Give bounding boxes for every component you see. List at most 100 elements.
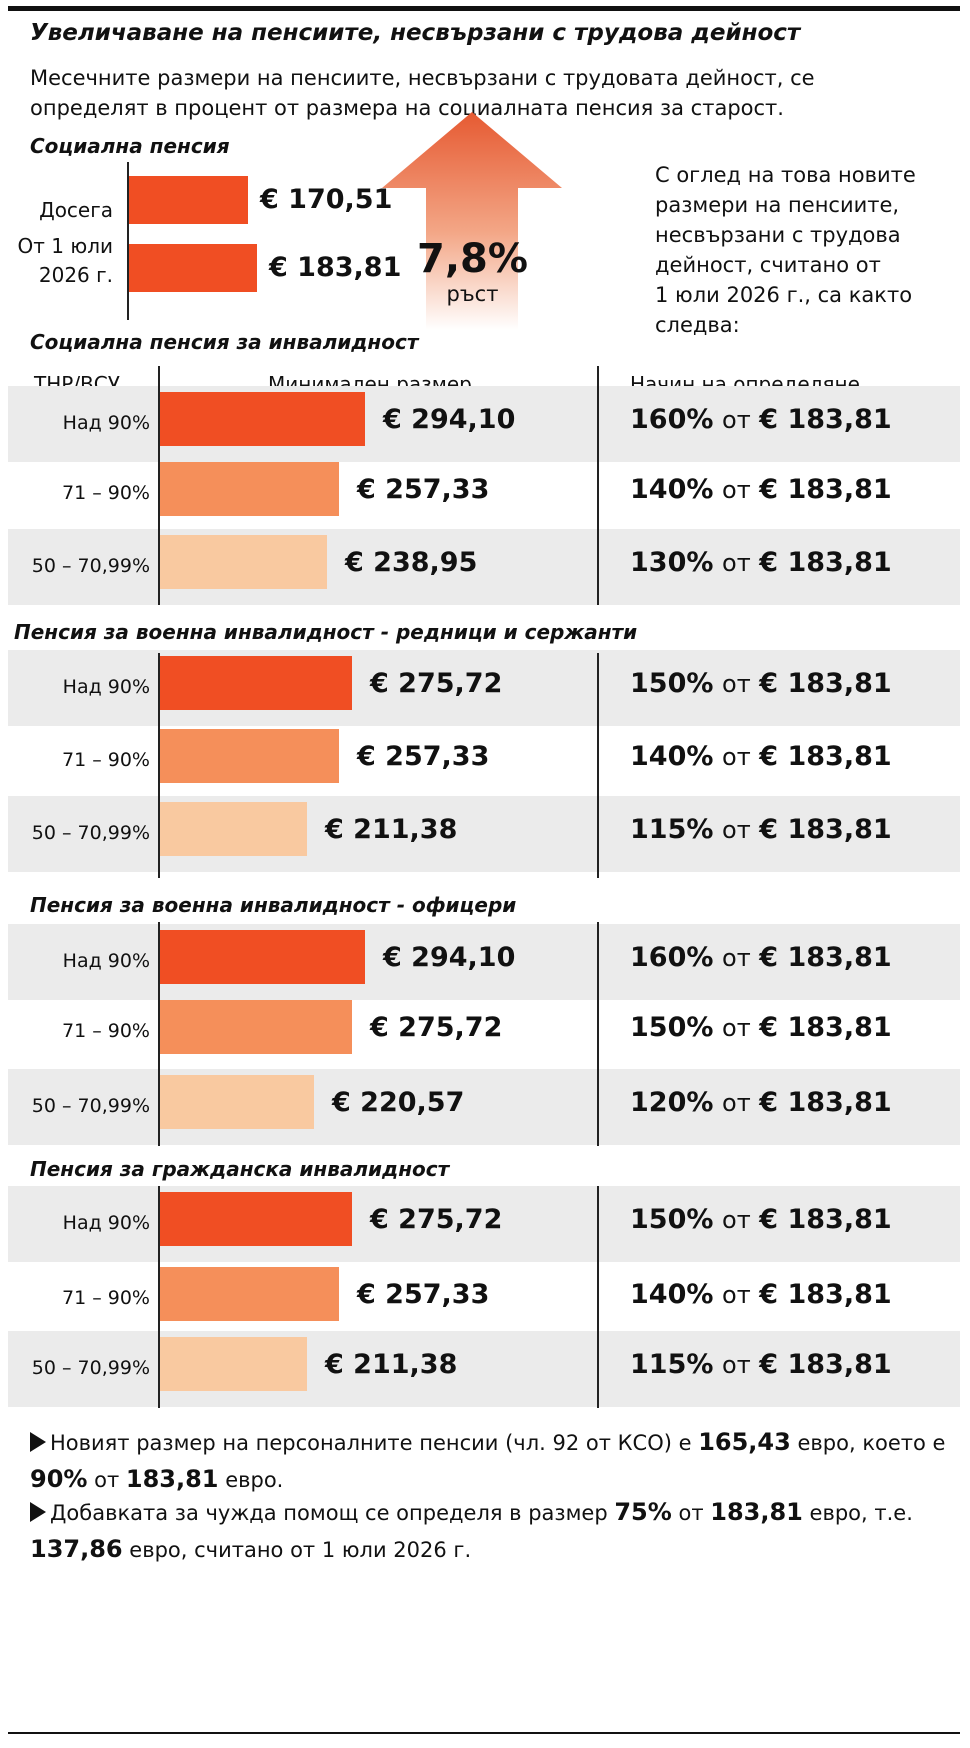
method-label: 150% от € 183,81: [630, 1204, 892, 1235]
method-connector: от: [722, 1351, 751, 1379]
group-title: Пенсия за гражданска инвалидност: [30, 1157, 450, 1181]
social-category-label: От 1 юли 2026 г.: [17, 234, 113, 287]
method-connector: от: [722, 670, 751, 698]
category-label: 71 – 90%: [62, 1020, 150, 1042]
method-connector: от: [722, 743, 751, 771]
method-percent: 150%: [630, 1204, 714, 1235]
bar: [160, 462, 339, 516]
side-text: С оглед на това новите размери на пенсии…: [655, 163, 916, 337]
method-base: € 183,81: [759, 547, 892, 578]
group-title: Пенсия за военна инвалидност - офицери: [30, 893, 517, 917]
method-base: € 183,81: [759, 814, 892, 845]
method-base: € 183,81: [759, 668, 892, 699]
bar: [160, 1337, 307, 1391]
method-connector: от: [722, 406, 751, 434]
bar: [160, 1192, 352, 1246]
method-label: 120% от € 183,81: [630, 1087, 892, 1118]
method-percent: 140%: [630, 741, 714, 772]
category-label: Над 90%: [62, 412, 150, 434]
method-connector: от: [722, 1281, 751, 1309]
intro-text: Месечните размери на пенсиите, несвързан…: [30, 66, 815, 120]
method-label: 150% от € 183,81: [630, 1012, 892, 1043]
note-personal-pensions: Новият размер на персоналните пенсии (чл…: [30, 1428, 946, 1493]
bar: [160, 930, 365, 984]
method-base: € 183,81: [759, 1279, 892, 1310]
method-divider: [597, 1186, 599, 1408]
method-base: € 183,81: [759, 404, 892, 435]
method-percent: 115%: [630, 1349, 714, 1380]
bar: [160, 656, 352, 710]
method-percent: 140%: [630, 1279, 714, 1310]
value-label: € 294,10: [383, 404, 516, 435]
social-axis: [127, 162, 129, 320]
method-base: € 183,81: [759, 1349, 892, 1380]
category-axis: [158, 653, 160, 878]
method-connector: от: [722, 1014, 751, 1042]
method-percent: 150%: [630, 668, 714, 699]
page-title: Увеличаване на пенсиите, несвързани с тр…: [30, 20, 801, 46]
category-label: 50 – 70,99%: [31, 1095, 150, 1117]
bar: [160, 392, 365, 446]
bar: [160, 1000, 352, 1054]
method-connector: от: [722, 944, 751, 972]
bar: [160, 535, 327, 589]
value-label: € 257,33: [357, 741, 490, 772]
category-label: 71 – 90%: [62, 482, 150, 504]
method-base: € 183,81: [759, 1012, 892, 1043]
category-label: Над 90%: [62, 950, 150, 972]
method-label: 140% от € 183,81: [630, 1279, 892, 1310]
bottom-rule: [8, 1732, 960, 1734]
social-category-label: Досега: [39, 198, 113, 222]
method-label: 130% от € 183,81: [630, 547, 892, 578]
play-triangle-icon: [30, 1432, 46, 1452]
method-divider: [597, 922, 599, 1146]
method-percent: 115%: [630, 814, 714, 845]
method-base: € 183,81: [759, 1087, 892, 1118]
value-label: € 257,33: [357, 1279, 490, 1310]
method-percent: 120%: [630, 1087, 714, 1118]
play-triangle-icon: [30, 1502, 46, 1522]
growth-label: ръст: [446, 282, 499, 306]
method-connector: от: [722, 1089, 751, 1117]
value-label: € 275,72: [370, 1012, 503, 1043]
method-connector: от: [722, 1206, 751, 1234]
value-label: € 294,10: [383, 942, 516, 973]
category-label: 50 – 70,99%: [31, 822, 150, 844]
method-percent: 130%: [630, 547, 714, 578]
category-label: 71 – 90%: [62, 1287, 150, 1309]
group-title: Пенсия за военна инвалидност - редници и…: [14, 620, 638, 644]
method-percent: 150%: [630, 1012, 714, 1043]
social-value-label: € 183,81: [269, 252, 402, 283]
value-label: € 275,72: [370, 668, 503, 699]
category-axis: [158, 1186, 160, 1408]
method-base: € 183,81: [759, 741, 892, 772]
value-label: € 211,38: [325, 1349, 458, 1380]
method-connector: от: [722, 476, 751, 504]
method-label: 160% от € 183,81: [630, 942, 892, 973]
method-base: € 183,81: [759, 942, 892, 973]
social-bar: [129, 176, 248, 224]
bar: [160, 729, 339, 783]
value-label: € 211,38: [325, 814, 458, 845]
top-rule: [8, 6, 960, 11]
category-label: 50 – 70,99%: [31, 555, 150, 577]
method-divider: [597, 653, 599, 878]
social-bar: [129, 244, 257, 292]
category-label: 71 – 90%: [62, 749, 150, 771]
category-label: Над 90%: [62, 1212, 150, 1234]
group-title: Социална пенсия за инвалидност: [30, 330, 419, 354]
value-label: € 238,95: [345, 547, 478, 578]
method-percent: 160%: [630, 404, 714, 435]
category-axis: [158, 366, 160, 605]
method-connector: от: [722, 816, 751, 844]
growth-arrow-icon: [382, 112, 562, 330]
category-label: Над 90%: [62, 676, 150, 698]
method-label: 160% от € 183,81: [630, 404, 892, 435]
value-label: € 257,33: [357, 474, 490, 505]
method-base: € 183,81: [759, 1204, 892, 1235]
value-label: € 275,72: [370, 1204, 503, 1235]
method-percent: 160%: [630, 942, 714, 973]
note-external-help: Добавката за чужда помощ се определя в р…: [30, 1498, 913, 1563]
method-divider: [597, 366, 599, 605]
method-percent: 140%: [630, 474, 714, 505]
